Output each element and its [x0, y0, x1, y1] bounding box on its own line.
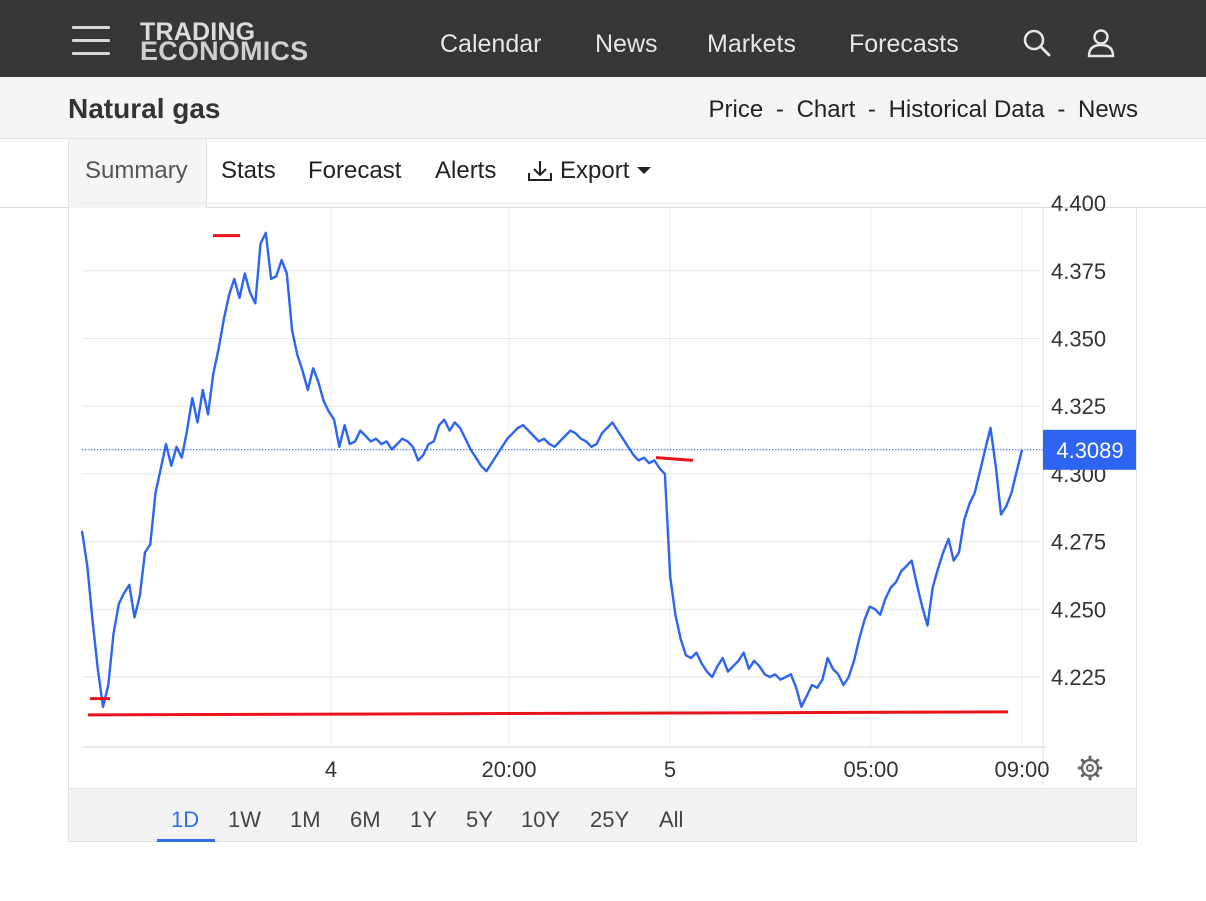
export-label: Export [560, 157, 630, 184]
nav-item-calendar[interactable]: Calendar [440, 30, 542, 58]
current-price-tag: 4.3089 [1043, 429, 1137, 470]
range-5y[interactable]: 5Y [466, 807, 493, 832]
price-chart[interactable]: 4.2254.2504.2754.3004.3254.3504.3754.400… [0, 0, 1206, 790]
gear-icon[interactable] [1077, 755, 1103, 781]
download-icon [528, 161, 552, 181]
subnav-chart[interactable]: Chart [796, 96, 856, 123]
subnav-price[interactable]: Price [708, 96, 764, 123]
range-1m[interactable]: 1M [290, 807, 321, 832]
hamburger-icon[interactable] [72, 26, 110, 58]
title-bar: Natural gas Price - Chart - Historical D… [0, 77, 1206, 139]
y-tick-label: 4.275 [1051, 530, 1106, 555]
chart-grid [82, 202, 1046, 785]
brand-line-1: TRADING [140, 18, 256, 46]
subnav: Price - Chart - Historical Data - News [709, 96, 1138, 124]
tab-stats[interactable]: Stats [221, 157, 276, 184]
chart-series [80, 231, 1043, 717]
price-line [80, 231, 1024, 708]
range-25y[interactable]: 25Y [590, 807, 630, 832]
y-tick-label: 4.225 [1051, 665, 1106, 690]
range-1w[interactable]: 1W [228, 807, 261, 832]
y-tick-label: 4.400 [1051, 191, 1106, 216]
subnav-historical-data[interactable]: Historical Data [888, 96, 1045, 123]
tab-summary-label: Summary [85, 157, 188, 184]
subnav-separator: - [1057, 96, 1066, 123]
subnav-news[interactable]: News [1077, 96, 1138, 123]
top-navigation-bar: TRADING ECONOMICS Calendar News Markets … [0, 0, 1206, 77]
y-tick-label: 4.375 [1051, 259, 1106, 284]
x-tick-label: 5 [664, 757, 676, 782]
subnav-separator: - [867, 96, 876, 123]
tabs-row: Summary Stats Forecast Alerts Export [0, 139, 1206, 208]
nav-item-forecasts[interactable]: Forecasts [849, 30, 959, 58]
support-line [87, 710, 1009, 717]
subnav-separator: - [775, 96, 784, 123]
x-tick-label: 05:00 [843, 757, 898, 782]
y-tick-label: 4.350 [1051, 327, 1106, 352]
current-price-box [1043, 429, 1137, 470]
range-1y[interactable]: 1Y [410, 807, 437, 832]
range-10y[interactable]: 10Y [521, 807, 561, 832]
export-button[interactable]: Export [527, 155, 657, 187]
range-6m[interactable]: 6M [350, 807, 381, 832]
chart-card [68, 207, 1137, 842]
page-title: Natural gas [68, 93, 221, 124]
current-price-value: 4.3089 [1056, 438, 1123, 463]
close-marker [655, 456, 694, 462]
search-icon[interactable] [1022, 28, 1052, 58]
y-tick-label: 4.325 [1051, 394, 1106, 419]
range-selected-underline [157, 839, 215, 842]
range-selector: 1D 1W 1M 6M 1Y 5Y 10Y 25Y All [68, 788, 1137, 842]
x-tick-label: 20:00 [481, 757, 536, 782]
x-tick-label: 09:00 [994, 757, 1049, 782]
x-axis-labels: 4 20:00 5 05:00 09:00 [325, 757, 1050, 782]
nav-item-news[interactable]: News [595, 30, 658, 58]
tab-alerts[interactable]: Alerts [435, 157, 497, 184]
range-all[interactable]: All [659, 807, 684, 832]
range-1d[interactable]: 1D [171, 807, 200, 832]
brand-logo[interactable]: TRADING ECONOMICS [140, 18, 309, 66]
x-tick-label: 4 [325, 757, 337, 782]
brand-line-2: ECONOMICS [140, 36, 309, 66]
user-icon[interactable] [1086, 28, 1116, 58]
tab-summary[interactable]: Summary [68, 139, 207, 208]
nav-item-markets[interactable]: Markets [707, 30, 796, 58]
tab-forecast[interactable]: Forecast [308, 157, 402, 184]
caret-down-icon [637, 167, 651, 174]
y-tick-label: 4.250 [1051, 597, 1106, 622]
